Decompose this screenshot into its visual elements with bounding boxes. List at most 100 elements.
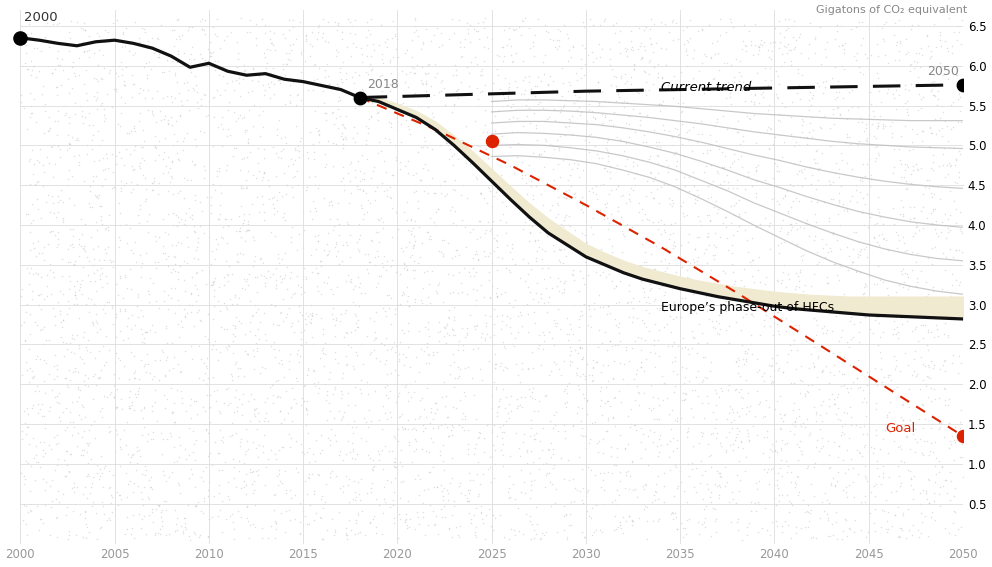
Point — [318, 108, 334, 117]
Point — [700, 229, 716, 238]
Point — [646, 194, 662, 203]
Point — [772, 491, 788, 500]
Point — [78, 89, 94, 98]
Point — [360, 124, 376, 133]
Point — [385, 52, 401, 61]
Point — [572, 312, 588, 321]
Point — [167, 353, 183, 362]
Point — [183, 175, 198, 184]
Point — [523, 84, 539, 94]
Point — [650, 151, 666, 160]
Point — [155, 466, 171, 475]
Point — [668, 79, 683, 88]
Point — [599, 146, 615, 155]
Point — [208, 396, 224, 405]
Point — [423, 299, 438, 308]
Point — [558, 213, 573, 222]
Point — [186, 440, 202, 449]
Point — [265, 398, 281, 407]
Point — [728, 357, 744, 366]
Point — [91, 523, 107, 532]
Point — [327, 113, 343, 122]
Point — [341, 475, 357, 484]
Point — [197, 165, 213, 174]
Point — [596, 468, 612, 477]
Point — [886, 145, 902, 154]
Point — [187, 190, 203, 199]
Point — [350, 315, 366, 324]
Point — [200, 111, 216, 120]
Point — [920, 41, 935, 50]
Point — [693, 519, 709, 528]
Point — [675, 263, 690, 272]
Point — [662, 453, 678, 462]
Point — [779, 230, 795, 239]
Point — [558, 426, 573, 435]
Point — [490, 253, 506, 262]
Point — [108, 85, 124, 94]
Point — [173, 261, 188, 270]
Point — [892, 367, 908, 376]
Point — [290, 350, 306, 359]
Point — [891, 56, 907, 65]
Point — [272, 272, 288, 281]
Point — [802, 105, 817, 115]
Point — [329, 198, 345, 208]
Point — [599, 166, 615, 175]
Point — [712, 179, 728, 188]
Point — [647, 490, 663, 500]
Point — [560, 175, 576, 184]
Point — [806, 158, 822, 167]
Point — [886, 203, 902, 212]
Point — [416, 37, 432, 46]
Point — [61, 285, 76, 294]
Point — [556, 287, 571, 296]
Point — [515, 530, 531, 539]
Point — [30, 269, 46, 278]
Point — [231, 456, 247, 465]
Point — [751, 99, 767, 108]
Point — [66, 109, 82, 119]
Point — [147, 177, 163, 186]
Point — [171, 213, 186, 222]
Point — [820, 436, 836, 445]
Point — [855, 289, 871, 298]
Point — [936, 329, 952, 338]
Point — [924, 356, 939, 365]
Point — [229, 364, 245, 373]
Point — [91, 475, 107, 484]
Point — [451, 15, 467, 24]
Point — [72, 282, 88, 291]
Point — [295, 272, 310, 281]
Point — [863, 171, 879, 180]
Point — [60, 175, 75, 184]
Point — [352, 176, 368, 185]
Point — [501, 187, 517, 196]
Point — [901, 146, 917, 155]
Point — [105, 320, 121, 329]
Point — [227, 331, 243, 340]
Point — [709, 208, 725, 217]
Point — [920, 371, 935, 380]
Point — [66, 288, 82, 297]
Point — [277, 215, 293, 224]
Point — [514, 174, 530, 183]
Point — [25, 434, 41, 443]
Point — [244, 75, 260, 84]
Point — [602, 308, 618, 318]
Point — [520, 310, 536, 319]
Point — [469, 249, 485, 259]
Point — [158, 530, 174, 539]
Point — [532, 535, 548, 544]
Point — [606, 71, 622, 81]
Point — [574, 404, 590, 413]
Point — [494, 311, 510, 320]
Point — [325, 226, 341, 235]
Point — [212, 408, 228, 417]
Point — [708, 414, 724, 424]
Point — [136, 63, 152, 72]
Point — [342, 177, 358, 186]
Point — [247, 405, 263, 414]
Point — [319, 251, 335, 260]
Point — [804, 282, 819, 291]
